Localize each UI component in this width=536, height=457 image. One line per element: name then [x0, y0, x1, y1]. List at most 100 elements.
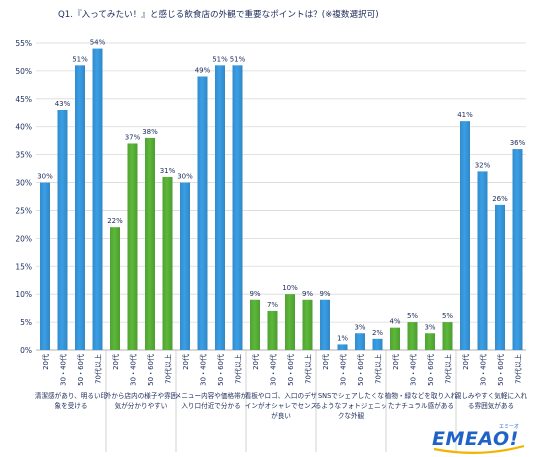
- data-label: 5%: [407, 312, 418, 320]
- bar: [162, 176, 173, 350]
- bar: [302, 299, 313, 350]
- y-tick-label: 15%: [15, 262, 32, 271]
- bar: [320, 299, 330, 350]
- group-label: 看板やロゴ、入口のデザインがオシャレでセンスが良い: [245, 391, 318, 420]
- bar: [110, 227, 120, 350]
- bar: [460, 121, 470, 351]
- bar: [92, 48, 103, 350]
- logo: EMEAO!: [432, 428, 519, 450]
- data-label: 30%: [177, 173, 193, 181]
- bar: [232, 65, 243, 350]
- bar: [390, 327, 400, 350]
- y-tick-label: 50%: [15, 67, 32, 76]
- bar: [407, 322, 418, 350]
- group-label: メニュー内容や価格帯が入り口付近で分かる: [175, 391, 248, 410]
- bar: [180, 182, 190, 350]
- x-tick-label: 30・40代: [59, 354, 68, 386]
- data-label: 9%: [249, 290, 260, 298]
- data-label: 38%: [142, 128, 158, 136]
- x-tick-label: 30・40代: [409, 354, 418, 386]
- group-label: 植物・緑などを取り入れたナチュラル感がある: [385, 391, 458, 410]
- x-tick-label: 30・40代: [479, 354, 488, 386]
- x-tick-label: 50・60代: [496, 354, 505, 386]
- x-tick-label: 70代以上: [444, 354, 453, 384]
- data-label: 3%: [354, 323, 365, 331]
- x-tick-label: 50・60代: [76, 354, 85, 386]
- y-tick-label: 5%: [20, 318, 32, 327]
- x-tick-label: 70代以上: [234, 354, 243, 384]
- x-tick-label: 20代: [461, 354, 470, 370]
- bar: [215, 65, 225, 350]
- group-label: 親しみやすく気軽に入れる雰囲気がある: [455, 391, 528, 410]
- x-tick-label: 50・60代: [146, 354, 155, 386]
- group-label: 清潔感があり、明るい印象を受ける: [35, 391, 108, 410]
- data-label: 9%: [302, 290, 313, 298]
- data-label: 31%: [160, 167, 176, 175]
- y-tick-label: 45%: [15, 95, 32, 104]
- bar: [145, 137, 155, 350]
- x-tick-label: 20代: [321, 354, 330, 370]
- logo-swoosh: [433, 444, 525, 454]
- data-label: 49%: [195, 66, 211, 74]
- data-label: 36%: [510, 139, 526, 147]
- bar: [57, 109, 68, 351]
- data-label: 1%: [337, 334, 348, 342]
- y-tick-label: 30%: [15, 179, 32, 188]
- data-label: 54%: [90, 39, 106, 47]
- data-label: 30%: [37, 173, 53, 181]
- data-label: 10%: [282, 284, 298, 292]
- y-tick-label: 40%: [15, 123, 32, 132]
- bar: [355, 333, 365, 350]
- bar: [197, 76, 208, 350]
- x-tick-label: 50・60代: [356, 354, 365, 386]
- bar: [512, 149, 523, 350]
- x-tick-label: 20代: [251, 354, 260, 370]
- data-label: 4%: [389, 318, 400, 326]
- group-label: 外から店内の様子や雰囲気が分かりやすい: [105, 391, 178, 410]
- data-label: 7%: [267, 301, 278, 309]
- chart-title: Q1.『入ってみたい！』と感じる飲食店の外観で重要なポイントは？(※複数選択可): [58, 10, 379, 20]
- y-tick-label: 10%: [15, 290, 32, 299]
- data-label: 5%: [442, 312, 453, 320]
- x-tick-label: 70代以上: [374, 354, 383, 384]
- data-label: 3%: [424, 323, 435, 331]
- x-tick-label: 50・60代: [426, 354, 435, 386]
- bar: [425, 333, 435, 350]
- data-label: 9%: [319, 290, 330, 298]
- bar: [495, 204, 505, 350]
- y-tick-label: 20%: [15, 234, 32, 243]
- y-tick-label: 35%: [15, 151, 32, 160]
- bar: [75, 65, 85, 350]
- bar: [250, 299, 260, 350]
- x-tick-label: 30・40代: [199, 354, 208, 386]
- data-label: 32%: [475, 161, 491, 169]
- bar: [372, 338, 383, 350]
- data-label: 37%: [125, 133, 141, 141]
- x-tick-label: 20代: [111, 354, 120, 370]
- y-tick-label: 25%: [15, 206, 32, 215]
- x-tick-label: 70代以上: [514, 354, 523, 384]
- x-tick-label: 30・40代: [339, 354, 348, 386]
- bar: [442, 322, 453, 350]
- bar: [285, 294, 295, 350]
- x-tick-label: 70代以上: [164, 354, 173, 384]
- y-tick-label: 0%: [20, 346, 32, 355]
- bar: [127, 143, 138, 350]
- x-tick-label: 30・40代: [129, 354, 138, 386]
- x-tick-label: 30・40代: [269, 354, 278, 386]
- y-tick-label: 55%: [15, 39, 32, 48]
- x-tick-label: 70代以上: [304, 354, 313, 384]
- bar: [267, 310, 278, 350]
- data-label: 51%: [230, 55, 246, 63]
- group-label: SNSでシェアしたくなるようなフォトジェニックな外観: [315, 392, 388, 420]
- data-label: 41%: [457, 111, 473, 119]
- logo-ruby: エミーオ: [499, 424, 519, 430]
- x-tick-label: 20代: [391, 354, 400, 370]
- data-label: 51%: [72, 55, 88, 63]
- data-label: 22%: [107, 217, 123, 225]
- bar: [477, 171, 488, 350]
- data-label: 2%: [372, 329, 383, 337]
- x-tick-label: 70代以上: [94, 354, 103, 384]
